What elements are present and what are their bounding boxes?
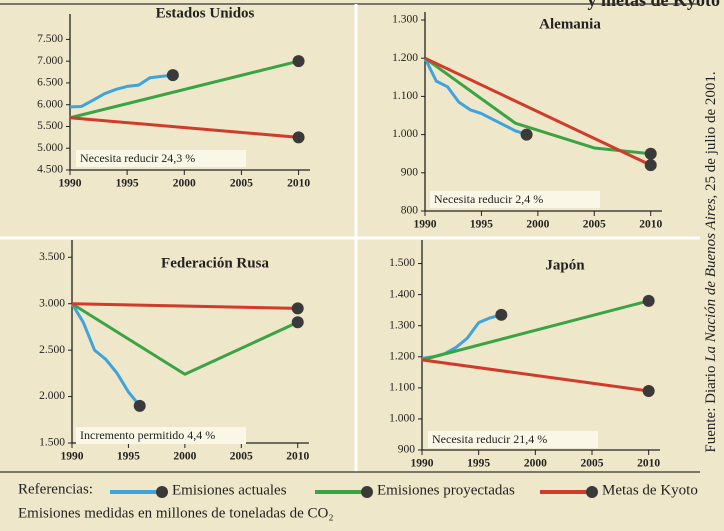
series-line [69, 59, 299, 120]
series-line [71, 302, 299, 376]
annotation-box [76, 150, 246, 167]
y-tick-label: 7.000 [37, 55, 63, 67]
end-marker [291, 302, 304, 315]
header-fragment: y metas de Kyoto [588, 0, 720, 10]
chart-title: Federación Rusa [161, 255, 269, 271]
x-tick-label: 1990 [59, 178, 82, 190]
end-marker [642, 294, 655, 307]
y-tick-label: 1.100 [392, 90, 418, 102]
x-tick-label: 2005 [230, 178, 253, 190]
series-line [424, 56, 652, 167]
annotation-box [430, 191, 600, 208]
y-tick-label: 1.200 [392, 52, 418, 64]
y-tick-label: 3.500 [39, 251, 65, 263]
x-tick-label: 2010 [637, 458, 660, 470]
x-tick-label: 1995 [116, 178, 139, 190]
end-marker [166, 69, 179, 82]
y-tick-label: 3.000 [39, 297, 65, 309]
legend-marker [586, 486, 598, 498]
series-line [71, 302, 298, 310]
legend-label: Emisiones actuales [172, 482, 287, 498]
end-marker [292, 55, 305, 68]
chart-title: Japón [545, 257, 585, 273]
y-tick-label: 5.500 [37, 120, 63, 132]
annotation: Incremento permitido 4,4 % [80, 428, 215, 442]
legend-label: Metas de Kyoto [602, 482, 698, 498]
source-prefix: Fuente: Diario [703, 362, 719, 453]
y-tick-label: 7.500 [37, 33, 63, 45]
x-tick-label: 2000 [173, 451, 196, 463]
y-tick-label: 4.500 [37, 164, 63, 176]
footnote: Emisiones medidas en millones de tonelad… [18, 505, 334, 521]
end-marker [642, 384, 655, 397]
x-tick-label: 2010 [287, 178, 310, 190]
y-tick-label: 1.000 [389, 413, 415, 425]
legend-title: Referencias: [18, 481, 93, 497]
x-tick-label: 2000 [524, 458, 547, 470]
series-line [421, 358, 649, 393]
y-tick-label: 6.500 [37, 77, 63, 89]
y-tick-label: 6.000 [37, 98, 63, 110]
y-tick-label: 1.000 [392, 128, 418, 140]
y-tick-label: 900 [398, 444, 416, 456]
x-tick-label: 1995 [470, 219, 493, 231]
y-tick-label: 5.000 [37, 142, 63, 154]
end-marker [292, 131, 305, 144]
annotation-box [76, 427, 246, 444]
x-tick-label: 2000 [173, 178, 196, 190]
x-tick-label: 1995 [467, 458, 490, 470]
x-tick-label: 1990 [61, 451, 84, 463]
series-line [423, 57, 528, 137]
series-line [421, 299, 650, 362]
x-tick-label: 2000 [526, 219, 549, 231]
source: Fuente: Diario La Nación de Buenos Aires… [703, 71, 719, 452]
y-tick-label: 1.500 [39, 437, 65, 449]
y-tick-label: 2.000 [39, 390, 65, 402]
end-marker [644, 147, 657, 160]
legend-marker [361, 486, 373, 498]
y-tick-label: 1.300 [389, 319, 415, 331]
annotation: Necesita reducir 2,4 % [434, 192, 543, 206]
source-publication: La Nación de Buenos Aires [703, 198, 719, 362]
y-tick-label: 800 [401, 205, 419, 217]
series-line [69, 116, 299, 139]
y-tick-label: 2.500 [39, 344, 65, 356]
legend-label: Emisiones proyectadas [377, 482, 515, 498]
x-tick-label: 2005 [230, 451, 253, 463]
end-marker [644, 159, 657, 172]
y-tick-label: 900 [401, 166, 419, 178]
y-tick-label: 1.300 [392, 14, 418, 26]
annotation: Necesita reducir 24,3 % [80, 151, 195, 165]
x-tick-label: 1990 [411, 458, 434, 470]
x-tick-label: 2005 [581, 458, 604, 470]
end-marker [520, 128, 533, 141]
end-marker [495, 308, 508, 321]
chart-title: Alemania [539, 16, 601, 32]
x-tick-label: 2005 [583, 219, 606, 231]
end-marker [133, 399, 146, 412]
end-marker [291, 316, 304, 329]
x-tick-label: 2010 [286, 451, 309, 463]
x-tick-label: 1995 [117, 451, 140, 463]
annotation-box [428, 431, 598, 448]
series-line [69, 73, 174, 109]
legend-marker [156, 486, 168, 498]
x-tick-label: 2010 [639, 219, 662, 231]
y-tick-label: 1.400 [389, 288, 415, 300]
y-tick-label: 1.200 [389, 350, 415, 362]
source-suffix: , 25 de julio de 2001. [703, 71, 719, 198]
x-tick-label: 1990 [414, 219, 437, 231]
annotation: Necesita reducir 21,4 % [432, 432, 547, 446]
series-line [70, 302, 141, 407]
y-tick-label: 1.500 [389, 257, 415, 269]
y-tick-label: 1.100 [389, 381, 415, 393]
chart-title: Estados Unidos [156, 5, 255, 21]
